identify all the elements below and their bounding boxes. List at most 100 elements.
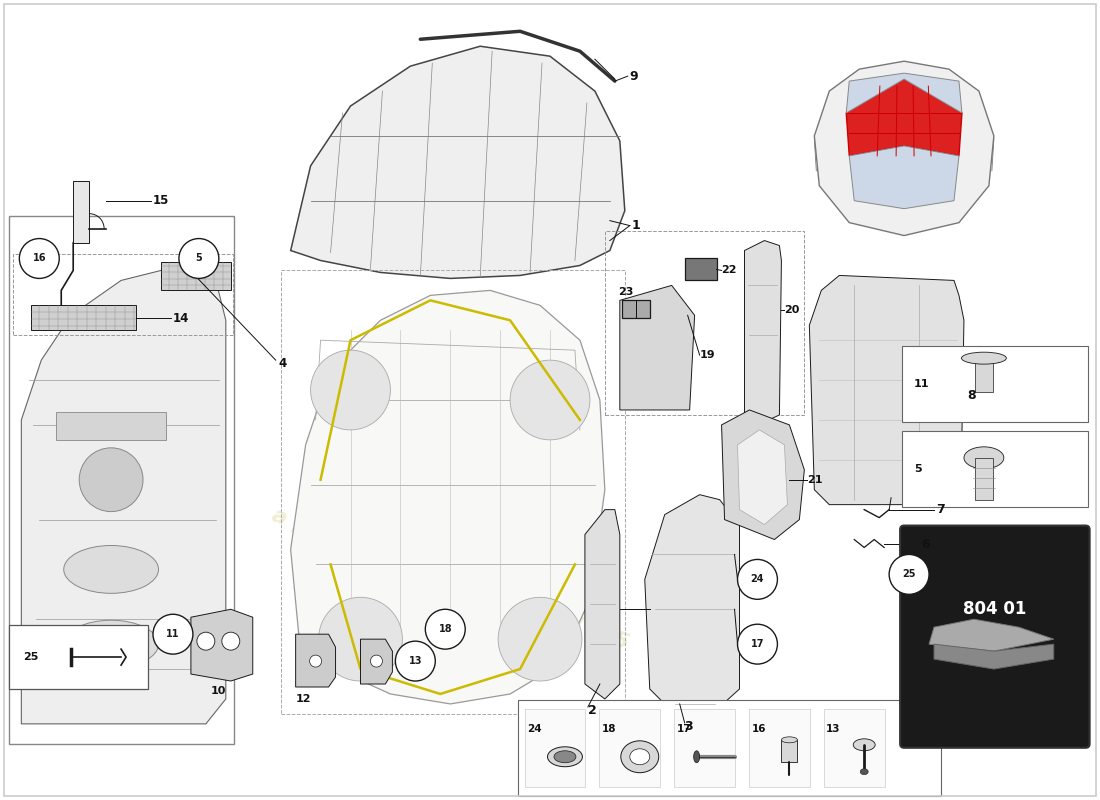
Ellipse shape: [694, 750, 700, 762]
Polygon shape: [191, 610, 253, 681]
Circle shape: [498, 598, 582, 681]
Ellipse shape: [554, 750, 576, 762]
Ellipse shape: [860, 769, 868, 774]
Ellipse shape: [781, 737, 798, 743]
Text: 25: 25: [902, 570, 916, 579]
Text: 13: 13: [408, 656, 422, 666]
Polygon shape: [21, 266, 226, 724]
Polygon shape: [645, 494, 739, 709]
FancyBboxPatch shape: [10, 216, 234, 744]
Text: 23: 23: [618, 287, 634, 298]
Ellipse shape: [64, 546, 158, 594]
Polygon shape: [969, 358, 999, 362]
Ellipse shape: [64, 620, 158, 668]
Text: a passion for parts since 1985: a passion for parts since 1985: [268, 506, 631, 654]
Ellipse shape: [620, 741, 659, 773]
Polygon shape: [934, 644, 1054, 669]
Polygon shape: [737, 430, 788, 525]
Text: 20: 20: [784, 306, 800, 315]
Circle shape: [309, 655, 321, 667]
Circle shape: [737, 624, 778, 664]
Polygon shape: [745, 241, 781, 422]
Polygon shape: [74, 181, 89, 242]
FancyBboxPatch shape: [824, 709, 884, 786]
Circle shape: [395, 641, 436, 681]
Ellipse shape: [548, 746, 582, 766]
Circle shape: [179, 238, 219, 278]
Text: 12: 12: [296, 694, 311, 704]
Text: 9: 9: [630, 70, 638, 82]
Circle shape: [153, 614, 192, 654]
Text: 3: 3: [684, 720, 693, 734]
Polygon shape: [290, 290, 605, 704]
Polygon shape: [814, 61, 994, 235]
Text: 11: 11: [914, 379, 929, 389]
FancyBboxPatch shape: [781, 740, 798, 762]
FancyBboxPatch shape: [621, 300, 650, 318]
Text: 2: 2: [587, 705, 596, 718]
FancyBboxPatch shape: [749, 709, 810, 786]
Circle shape: [319, 598, 403, 681]
FancyBboxPatch shape: [902, 431, 1088, 506]
Polygon shape: [53, 310, 69, 322]
FancyBboxPatch shape: [902, 346, 1088, 422]
FancyBboxPatch shape: [518, 700, 940, 796]
Polygon shape: [619, 286, 694, 410]
Text: 16: 16: [751, 724, 766, 734]
Text: 22: 22: [722, 266, 737, 275]
Text: 18: 18: [602, 724, 616, 734]
Circle shape: [222, 632, 240, 650]
Polygon shape: [161, 262, 231, 290]
Text: 25: 25: [23, 652, 38, 662]
Text: 11: 11: [166, 629, 179, 639]
Circle shape: [371, 655, 383, 667]
Circle shape: [197, 632, 215, 650]
FancyBboxPatch shape: [684, 258, 716, 281]
Text: 804 01: 804 01: [964, 600, 1026, 618]
Text: 16: 16: [33, 254, 46, 263]
Text: 4: 4: [278, 357, 287, 370]
Text: 15: 15: [153, 194, 169, 207]
Circle shape: [79, 448, 143, 512]
Text: 18: 18: [439, 624, 452, 634]
Text: 13: 13: [826, 724, 840, 734]
Circle shape: [510, 360, 590, 440]
Text: 1: 1: [631, 219, 640, 232]
Text: 5: 5: [196, 254, 202, 263]
Circle shape: [20, 238, 59, 278]
Circle shape: [426, 610, 465, 649]
Text: 5: 5: [914, 464, 922, 474]
Polygon shape: [846, 79, 962, 156]
Text: 24: 24: [527, 724, 541, 734]
FancyBboxPatch shape: [900, 526, 1090, 748]
Polygon shape: [31, 306, 136, 330]
Polygon shape: [846, 73, 962, 113]
Polygon shape: [722, 410, 804, 539]
Polygon shape: [585, 510, 619, 699]
Ellipse shape: [961, 352, 1006, 364]
FancyBboxPatch shape: [674, 709, 735, 786]
Text: 10: 10: [211, 686, 227, 696]
Ellipse shape: [854, 739, 876, 750]
Text: 17: 17: [676, 724, 691, 734]
FancyBboxPatch shape: [56, 412, 166, 440]
Circle shape: [889, 554, 930, 594]
Text: 7: 7: [936, 503, 945, 516]
Text: 17: 17: [750, 639, 764, 649]
Polygon shape: [361, 639, 393, 684]
Text: 24: 24: [750, 574, 764, 584]
FancyBboxPatch shape: [525, 709, 585, 786]
FancyBboxPatch shape: [600, 709, 660, 786]
Text: 6: 6: [921, 538, 929, 551]
Text: 21: 21: [807, 474, 823, 485]
Text: 14: 14: [173, 312, 189, 325]
FancyBboxPatch shape: [975, 458, 993, 500]
Polygon shape: [849, 146, 959, 209]
Text: 19: 19: [700, 350, 715, 360]
FancyBboxPatch shape: [10, 626, 148, 689]
Circle shape: [737, 559, 778, 599]
FancyBboxPatch shape: [975, 362, 993, 392]
Polygon shape: [930, 619, 1054, 651]
Text: 8: 8: [967, 389, 976, 402]
Circle shape: [310, 350, 390, 430]
